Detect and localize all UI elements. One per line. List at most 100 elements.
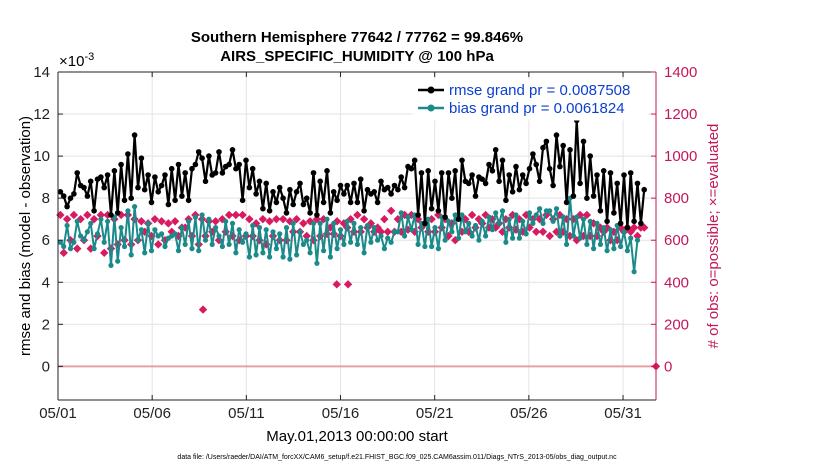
rmse-point [98, 174, 104, 180]
rmse-point [60, 193, 67, 199]
bias-point [402, 233, 408, 239]
bias-point [378, 233, 384, 239]
rmse-point [216, 149, 222, 155]
bias-point [496, 220, 502, 226]
rmse-point [165, 201, 172, 208]
rmse-point [560, 142, 566, 149]
bias-point [624, 248, 631, 254]
chart-title-line1: Southern Hemisphere 77642 / 77762 = 99.8… [191, 29, 523, 46]
y-left-tick-label: 8 [42, 190, 50, 207]
rmse-point [530, 151, 536, 157]
rmse-point [297, 180, 303, 187]
bias-point [557, 233, 563, 239]
obs-point [299, 219, 308, 228]
bias-point [135, 237, 141, 243]
rmse-point [152, 174, 158, 180]
rmse-point [229, 147, 236, 153]
rmse-point [577, 180, 583, 187]
rmse-point [236, 161, 242, 168]
rmse-point [145, 172, 151, 178]
bias-point [236, 227, 242, 233]
rmse-point [459, 157, 465, 164]
obs-point [521, 210, 531, 220]
rmse-point [320, 199, 327, 206]
rmse-point [378, 178, 384, 185]
rmse-point [445, 170, 452, 176]
rmse-point [624, 224, 631, 231]
bias-point [537, 206, 543, 212]
obs-point [353, 210, 362, 220]
rmse-point [553, 132, 560, 138]
rmse-point [341, 191, 347, 197]
y-right-tick-label: 200 [664, 316, 689, 333]
bias-point [361, 250, 367, 256]
bias-point [621, 229, 627, 235]
bias-point [375, 237, 381, 243]
rmse-point [516, 186, 523, 193]
rmse-point [91, 208, 97, 214]
bias-point [368, 239, 374, 245]
obs-point [545, 231, 554, 241]
obs-outlier-point [343, 280, 353, 289]
obs-point [447, 219, 457, 228]
obs-point [592, 231, 602, 241]
obs-point [272, 214, 281, 224]
rmse-point [192, 161, 199, 168]
bias-point [422, 243, 428, 250]
bias-point [121, 243, 128, 250]
rmse-point [357, 176, 364, 182]
obs-point [380, 214, 389, 224]
rmse-point [344, 182, 351, 189]
bias-point [138, 227, 144, 233]
rmse-point [310, 170, 317, 176]
bias-point [628, 235, 634, 241]
bias-point [509, 235, 516, 241]
obs-point [137, 217, 146, 226]
chart-title-line2: AIRS_SPECIFIC_HUMIDITY @ 100 hPa [220, 48, 494, 65]
rmse-point [438, 170, 445, 176]
rmse-point [638, 220, 644, 227]
bias-point [587, 218, 593, 224]
bias-point [223, 218, 229, 224]
rmse-point [425, 168, 432, 174]
rmse-point [324, 168, 330, 174]
obs-point [383, 227, 392, 236]
rmse-point [199, 155, 205, 161]
rmse-point [162, 172, 168, 178]
y-right-tick-label: 400 [664, 274, 689, 291]
bias-point [179, 225, 185, 231]
bias-point [415, 241, 421, 247]
bias-point [479, 218, 485, 224]
bias-point [452, 212, 458, 218]
rmse-point [87, 178, 94, 185]
obs-point [224, 210, 234, 220]
rmse-point [260, 205, 266, 212]
bias-point [631, 269, 637, 275]
bias-point [331, 220, 337, 226]
rmse-point [543, 138, 550, 145]
rmse-point [391, 182, 398, 189]
rmse-point [256, 178, 263, 185]
legend-bias-label: bias grand pr = 0.0061824 [449, 100, 625, 117]
rmse-point [182, 170, 188, 176]
bias-point [459, 212, 465, 218]
bias-point [580, 216, 587, 222]
rmse-point [121, 197, 128, 204]
rmse-point [158, 182, 165, 189]
rmse-point [452, 168, 459, 174]
bias-point [445, 218, 452, 224]
bias-point [327, 254, 333, 260]
bias-point [91, 246, 97, 252]
rmse-point [138, 155, 145, 161]
rmse-point [533, 161, 539, 168]
legend-box [412, 79, 648, 121]
rmse-point [422, 220, 428, 227]
bias-point [162, 243, 168, 250]
bias-point [371, 225, 377, 231]
rmse-point [148, 199, 155, 206]
rmse-point [168, 165, 175, 172]
rmse-point [57, 189, 64, 195]
bias-point [273, 246, 279, 252]
rmse-point [334, 197, 340, 204]
bias-point [547, 208, 553, 214]
